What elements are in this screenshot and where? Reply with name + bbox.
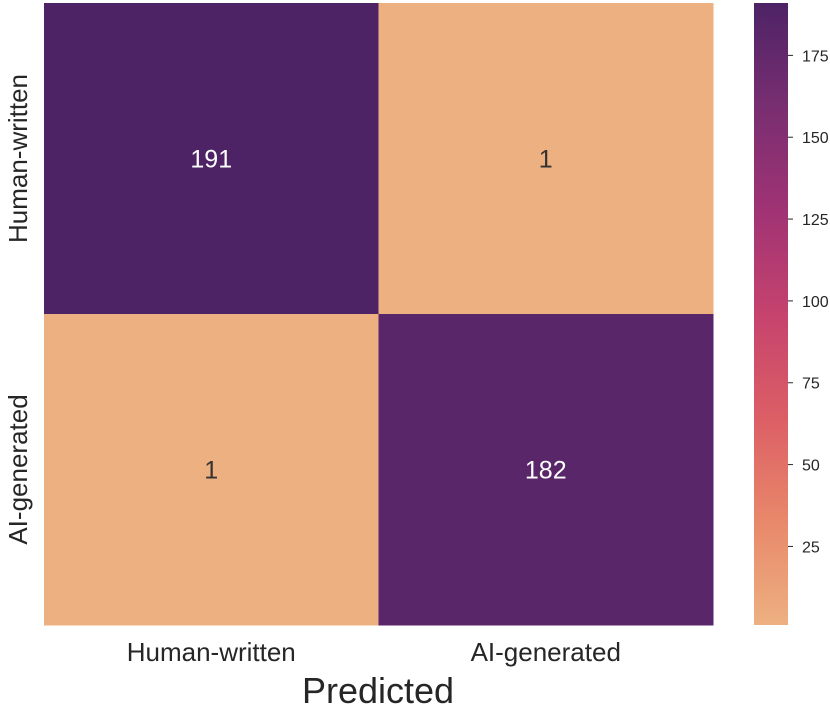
colorbar-tick-label: 150 (802, 130, 829, 147)
colorbar-tick-label: 25 (802, 539, 820, 556)
cell-annotation: 1 (204, 457, 218, 485)
heatmap-cell (44, 3, 379, 315)
colorbar-tick-label: 175 (802, 48, 829, 65)
heatmap-cell (44, 314, 379, 626)
y-tick-labels: Human-written AI-generated (3, 74, 33, 545)
y-tick-label: Human-written (3, 74, 33, 243)
colorbar-ticks: 25 50 75 100 125 150 175 (788, 48, 829, 556)
colorbar-tick-label: 125 (802, 212, 829, 229)
x-tick-labels: Human-written AI-generated (127, 637, 621, 667)
x-tick-label: AI-generated (471, 637, 621, 667)
heatmap-cell (378, 3, 714, 315)
colorbar: 25 50 75 100 125 150 175 (754, 3, 829, 625)
colorbar-tick-label: 100 (802, 294, 829, 311)
colorbar-gradient (754, 3, 788, 625)
colorbar-tick-label: 50 (802, 458, 820, 475)
cell-annotation: 182 (525, 457, 567, 485)
y-tick-label: AI-generated (3, 394, 33, 544)
x-tick-label: Human-written (127, 637, 296, 667)
heatmap-cell (378, 314, 714, 626)
heatmap-cells (44, 3, 714, 626)
cell-annotation: 191 (190, 146, 232, 174)
cell-annotations: 191 1 1 182 (190, 146, 566, 485)
colorbar-tick-label: 75 (802, 376, 820, 393)
cell-annotation: 1 (539, 146, 553, 174)
x-axis-label: Predicted (302, 670, 454, 704)
